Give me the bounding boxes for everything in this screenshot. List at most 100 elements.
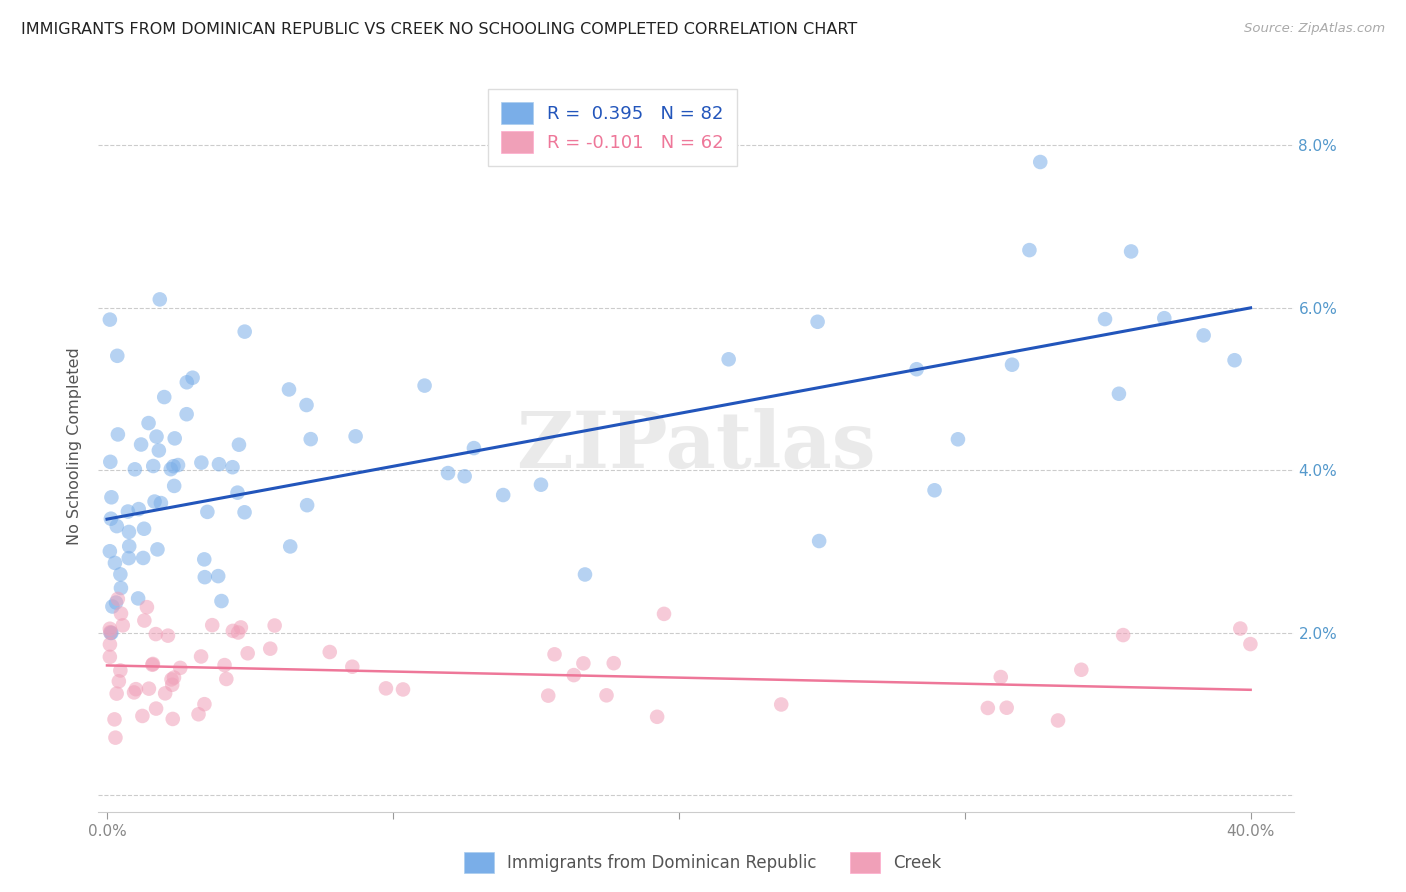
Point (295, 498, 318, 512)
Point (1229, 622, 1251, 636)
Point (149, 496, 172, 510)
Point (110, 664, 132, 678)
Point (169, 661, 191, 675)
Point (160, 673, 183, 687)
Point (148, 443, 170, 458)
Point (574, 567, 596, 582)
Point (233, 325, 256, 339)
Point (108, 674, 131, 689)
Point (1029, 155, 1052, 169)
Point (263, 618, 285, 632)
Point (572, 657, 595, 671)
Point (717, 352, 740, 367)
Point (100, 626, 122, 640)
Point (905, 362, 928, 376)
Point (181, 370, 204, 384)
Point (142, 657, 165, 671)
Point (537, 689, 560, 703)
Point (211, 594, 233, 608)
Point (226, 485, 249, 500)
Point (190, 456, 212, 470)
Point (207, 569, 229, 583)
Point (103, 712, 125, 726)
Legend: Immigrants from Dominican Republic, Creek: Immigrants from Dominican Republic, Cree… (457, 846, 949, 880)
Point (236, 646, 259, 660)
Point (104, 731, 127, 745)
Point (156, 629, 179, 643)
Point (543, 648, 565, 662)
Point (131, 709, 153, 723)
Legend: R =  0.395   N = 82, R = -0.101   N = 62: R = 0.395 N = 82, R = -0.101 N = 62 (488, 89, 737, 166)
Point (145, 429, 167, 443)
Point (229, 620, 252, 634)
Point (98, 637, 121, 651)
Point (118, 539, 141, 553)
Point (125, 682, 148, 697)
Point (104, 556, 127, 570)
Point (1223, 353, 1246, 368)
Point (153, 686, 176, 700)
Point (453, 469, 475, 483)
Point (134, 614, 156, 628)
Y-axis label: No Schooling Completed: No Schooling Completed (67, 347, 83, 545)
Point (342, 659, 364, 673)
Point (98, 622, 121, 636)
Point (1112, 628, 1135, 642)
Point (101, 599, 124, 614)
Point (299, 432, 322, 446)
Point (122, 685, 145, 699)
Point (1119, 244, 1142, 259)
Point (110, 607, 132, 621)
Point (233, 505, 256, 519)
Point (193, 552, 215, 566)
Point (413, 378, 436, 392)
Point (228, 438, 250, 452)
Point (319, 645, 342, 659)
Point (1018, 243, 1040, 257)
Point (118, 551, 141, 566)
Point (127, 591, 149, 606)
Point (1070, 663, 1092, 677)
Point (652, 607, 675, 621)
Point (214, 658, 236, 673)
Point (1047, 714, 1070, 728)
Point (141, 657, 163, 672)
Point (124, 462, 146, 476)
Point (603, 656, 626, 670)
Point (162, 459, 184, 474)
Point (1108, 386, 1130, 401)
Point (105, 595, 128, 609)
Point (110, 581, 132, 595)
Point (159, 462, 181, 476)
Text: Source: ZipAtlas.com: Source: ZipAtlas.com (1244, 22, 1385, 36)
Point (221, 460, 243, 475)
Point (392, 682, 415, 697)
Point (278, 383, 301, 397)
Point (195, 505, 218, 519)
Point (924, 483, 946, 498)
Point (163, 671, 186, 685)
Point (136, 600, 159, 615)
Point (153, 390, 176, 404)
Point (208, 457, 231, 471)
Point (807, 315, 830, 329)
Point (132, 551, 155, 566)
Point (1239, 637, 1261, 651)
Point (770, 698, 793, 712)
Text: ZIPatlas: ZIPatlas (516, 408, 876, 484)
Point (110, 567, 132, 582)
Text: IMMIGRANTS FROM DOMINICAN REPUBLIC VS CREEK NO SCHOOLING COMPLETED CORRELATION C: IMMIGRANTS FROM DOMINICAN REPUBLIC VS CR… (21, 22, 858, 37)
Point (995, 700, 1018, 714)
Point (167, 458, 190, 472)
Point (111, 618, 134, 632)
Point (105, 349, 128, 363)
Point (149, 293, 172, 307)
Point (176, 376, 198, 390)
Point (100, 511, 122, 525)
Point (193, 697, 215, 711)
Point (105, 687, 128, 701)
Point (344, 429, 367, 443)
Point (808, 534, 831, 549)
Point (492, 488, 515, 502)
Point (278, 540, 301, 554)
